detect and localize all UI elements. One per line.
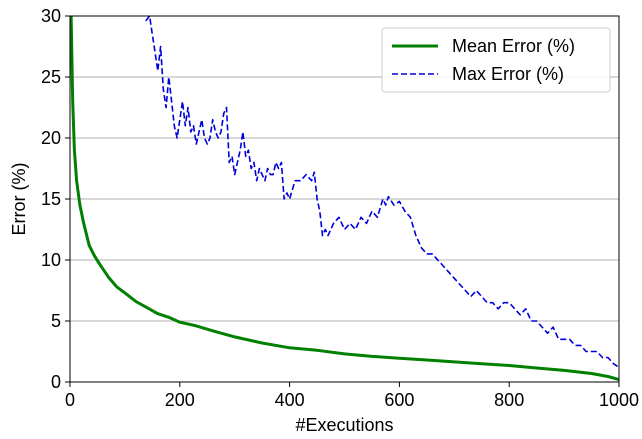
ticks-layer: 0 5 10 15 20 25 30 0 200 400 600 800 1000: [41, 6, 639, 410]
x-axis-label: #Executions: [295, 415, 393, 435]
y-tick-label: 20: [41, 128, 61, 148]
x-tick-label: 0: [65, 390, 75, 410]
series-line-max-error: [145, 15, 620, 369]
x-tick-label: 400: [275, 390, 305, 410]
x-tick-label: 200: [165, 390, 195, 410]
y-tick-label: 10: [41, 250, 61, 270]
series-layer: [69, 15, 620, 382]
y-axis-label: Error (%): [9, 163, 29, 236]
y-tick-label: 5: [51, 311, 61, 331]
y-tick-label: 30: [41, 6, 61, 26]
legend-label-max-error: Max Error (%): [452, 64, 564, 84]
x-tick-label: 600: [384, 390, 414, 410]
legend-box: [381, 27, 611, 93]
legend: Mean Error (%) Max Error (%): [381, 27, 611, 93]
y-tick-label: 25: [41, 67, 61, 87]
y-tick-label: 15: [41, 189, 61, 209]
x-tick-label: 800: [494, 390, 524, 410]
series-line-mean-error: [69, 15, 620, 382]
grid-layer: [70, 76, 619, 322]
x-tick-label: 1000: [599, 390, 639, 410]
y-tick-label: 0: [51, 372, 61, 392]
legend-label-mean-error: Mean Error (%): [452, 36, 575, 56]
